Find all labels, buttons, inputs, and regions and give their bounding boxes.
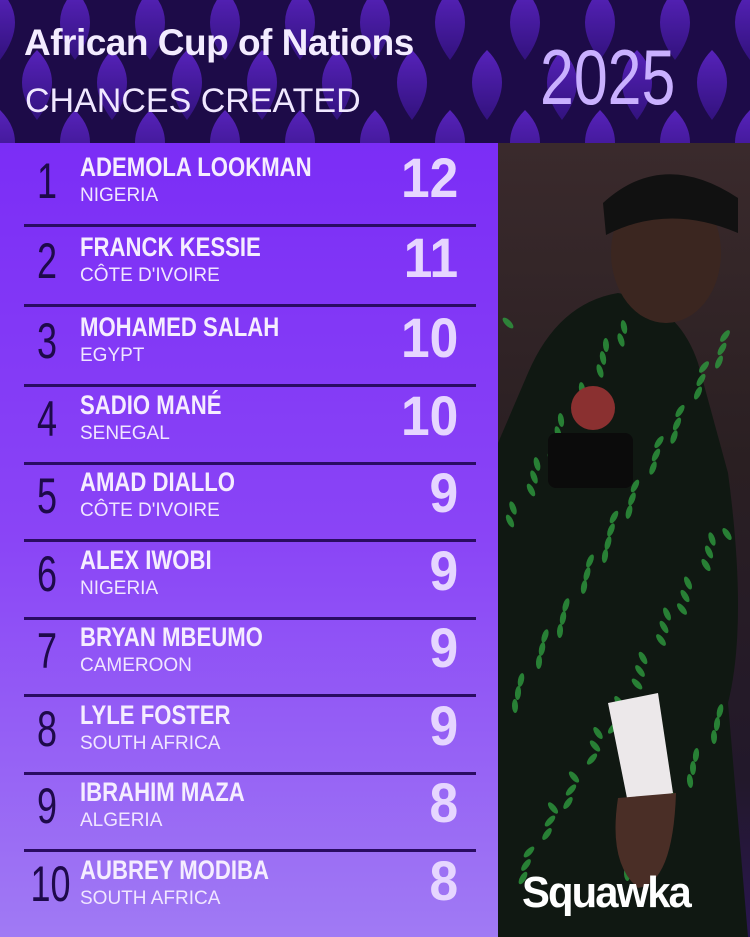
row-divider	[24, 694, 476, 697]
player-photo	[498, 143, 750, 937]
player-country: ALGERIA	[80, 810, 163, 831]
pattern-leaf	[60, 0, 90, 60]
pattern-leaf	[285, 110, 315, 143]
squawka-logo: Squawka	[522, 868, 692, 917]
player-country: CÔTE D'IVOIRE	[80, 265, 220, 286]
rank-number: 8	[36, 701, 58, 757]
pattern-leaf	[735, 110, 750, 143]
pattern-leaf	[510, 110, 540, 143]
ranking-row: 1 ADEMOLA LOOKMAN NIGERIA 12	[24, 150, 476, 227]
pattern-leaf	[435, 0, 465, 60]
player-country: SENEGAL	[80, 423, 170, 444]
row-divider	[24, 772, 476, 775]
page-subtitle: CHANCES CREATED	[25, 82, 361, 120]
ranking-row: 2 FRANCK KESSIE CÔTE D'IVOIRE 11	[24, 230, 476, 307]
player-country: CAMEROON	[80, 655, 192, 676]
player-country: CÔTE D'IVOIRE	[80, 500, 220, 521]
ranking-row: 8 LYLE FOSTER SOUTH AFRICA 9	[24, 698, 476, 775]
ranking-row: 4 SADIO MANÉ SENEGAL 10	[24, 388, 476, 465]
pattern-leaf	[172, 50, 202, 120]
pattern-leaf	[60, 110, 90, 143]
player-country: SOUTH AFRICA	[80, 888, 221, 909]
player-name: LYLE FOSTER	[80, 700, 231, 730]
row-divider	[24, 384, 476, 387]
ranking-row: 10 AUBREY MODIBA SOUTH AFRICA 8	[24, 853, 476, 930]
chances-value: 9	[429, 694, 458, 757]
player-country: EGYPT	[80, 345, 145, 366]
chances-value: 9	[429, 461, 458, 524]
row-divider	[24, 849, 476, 852]
player-name: FRANCK KESSIE	[80, 232, 261, 262]
rank-number: 3	[36, 313, 58, 369]
pattern-leaf	[210, 110, 240, 143]
pattern-leaf	[135, 110, 165, 143]
pattern-leaf	[322, 50, 352, 120]
player-name: BRYAN MBEUMO	[80, 622, 263, 652]
player-country: NIGERIA	[80, 185, 159, 206]
pattern-leaf	[360, 110, 390, 143]
chances-value: 9	[429, 539, 458, 602]
pattern-leaf	[622, 50, 652, 120]
row-divider	[24, 462, 476, 465]
year-label: 2025	[540, 33, 676, 121]
chances-value: 10	[400, 306, 458, 369]
pattern-leaf	[472, 50, 502, 120]
player-country: SOUTH AFRICA	[80, 733, 221, 754]
rank-number: 10	[30, 856, 71, 912]
pattern-leaf	[435, 110, 465, 143]
player-name: MOHAMED SALAH	[80, 312, 280, 342]
row-divider	[24, 617, 476, 620]
pattern-leaf	[285, 0, 315, 60]
player-name: AMAD DIALLO	[80, 467, 235, 497]
rank-number: 9	[36, 778, 58, 834]
pattern-leaf	[397, 50, 427, 120]
pattern-leaf	[135, 0, 165, 60]
player-name: AUBREY MODIBA	[80, 855, 270, 885]
pattern-leaf	[0, 110, 15, 143]
pattern-leaf	[247, 50, 277, 120]
chances-value: 11	[403, 226, 458, 289]
pattern-leaf	[360, 0, 390, 60]
pattern-leaf	[585, 110, 615, 143]
chances-value: 8	[429, 771, 458, 834]
pattern-leaf	[660, 110, 690, 143]
pattern-leaf	[547, 50, 577, 120]
rank-number: 6	[36, 546, 58, 602]
leaf-pattern	[0, 0, 750, 143]
chances-value: 10	[400, 384, 458, 447]
rank-number: 1	[36, 153, 58, 209]
ranking-row: 7 BRYAN MBEUMO CAMEROON 9	[24, 620, 476, 697]
rank-number: 7	[36, 623, 58, 679]
ranking-row: 6 ALEX IWOBI NIGERIA 9	[24, 543, 476, 620]
player-name: SADIO MANÉ	[80, 390, 222, 420]
pattern-leaf	[22, 50, 52, 120]
rank-number: 5	[36, 468, 58, 524]
chances-value: 9	[429, 616, 458, 679]
pattern-leaf	[735, 0, 750, 60]
player-name: ADEMOLA LOOKMAN	[80, 152, 312, 182]
pattern-leaf	[585, 0, 615, 60]
row-divider	[24, 224, 476, 227]
ranking-row: 9 IBRAHIM MAZA ALGERIA 8	[24, 775, 476, 852]
player-name: IBRAHIM MAZA	[80, 777, 245, 807]
pattern-leaf	[97, 50, 127, 120]
pattern-leaf	[510, 0, 540, 60]
chances-value: 12	[400, 146, 458, 209]
chances-value: 8	[429, 849, 458, 912]
pattern-leaf	[0, 0, 15, 60]
pattern-leaf	[660, 0, 690, 60]
rank-number: 2	[36, 233, 58, 289]
row-divider	[24, 304, 476, 307]
rank-number: 4	[36, 391, 58, 447]
page-title: African Cup of Nations	[24, 22, 414, 63]
player-name: ALEX IWOBI	[80, 545, 212, 575]
pattern-leaf	[210, 0, 240, 60]
ranking-row: 5 AMAD DIALLO CÔTE D'IVOIRE 9	[24, 465, 476, 542]
row-divider	[24, 539, 476, 542]
pattern-leaf	[697, 50, 727, 120]
header-banner: African Cup of Nations CHANCES CREATED 2…	[0, 0, 750, 143]
ranking-row: 3 MOHAMED SALAH EGYPT 10	[24, 310, 476, 387]
player-country: NIGERIA	[80, 578, 159, 599]
